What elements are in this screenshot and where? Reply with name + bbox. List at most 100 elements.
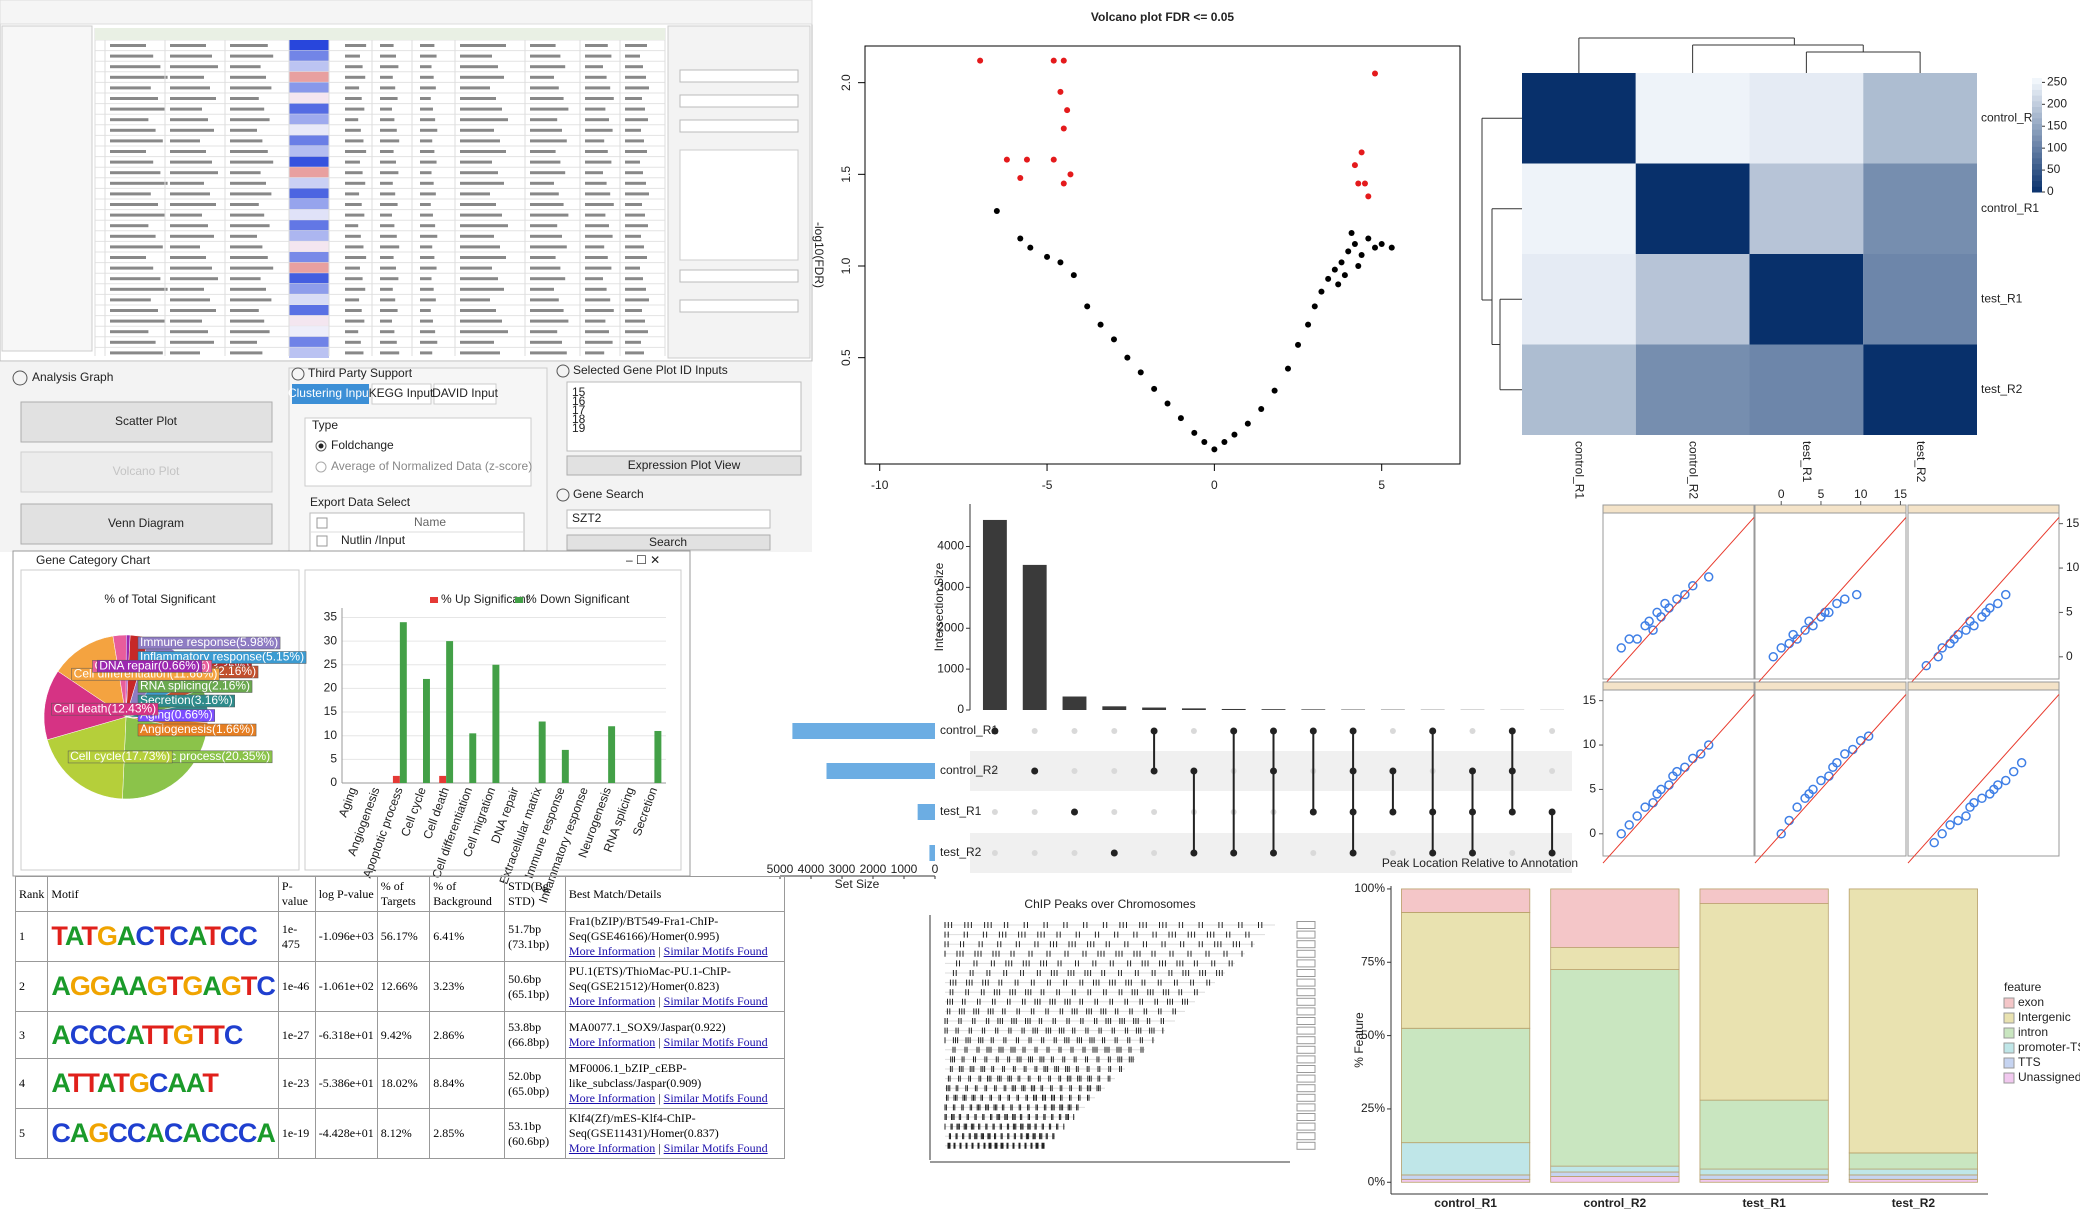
cell-text xyxy=(460,97,496,100)
button[interactable] xyxy=(20,401,273,443)
cell-text xyxy=(460,107,502,111)
motif-logo: AGGAAGTGAGTC xyxy=(47,961,279,1012)
cell-text xyxy=(345,181,366,185)
cell-text xyxy=(380,298,396,302)
best-match: Fra1(bZIP)/BT549-Fra1-ChIP-Seq(GSE46166)… xyxy=(564,911,786,962)
collapse-icon[interactable] xyxy=(291,367,305,381)
point xyxy=(1060,180,1067,187)
point xyxy=(1050,156,1057,163)
tab[interactable] xyxy=(371,383,432,405)
cell-text xyxy=(625,75,646,79)
button[interactable] xyxy=(20,451,273,493)
cell-text xyxy=(380,150,394,153)
cell-text xyxy=(380,266,396,270)
link[interactable]: More Information xyxy=(568,1091,656,1105)
bar-segment xyxy=(1848,1168,1978,1176)
link[interactable]: More Information xyxy=(568,1035,656,1049)
cell-text xyxy=(625,266,640,270)
y-tick-label: 1.0 xyxy=(839,257,853,274)
bar-segment xyxy=(1401,1142,1531,1176)
x-tick-label: 15 xyxy=(1894,487,1908,501)
checkbox[interactable] xyxy=(316,535,328,547)
cell-text xyxy=(530,54,561,58)
y-tick-label: 2.0 xyxy=(839,74,853,91)
heat-cell xyxy=(289,347,329,358)
bar xyxy=(1142,707,1167,710)
cell-text xyxy=(420,330,436,334)
window-controls[interactable]: – ☐ ✕ xyxy=(626,553,660,567)
cell-text xyxy=(420,277,432,281)
button[interactable] xyxy=(566,455,802,476)
link[interactable]: Similar Motifs Found xyxy=(663,1091,768,1105)
point xyxy=(1017,235,1024,242)
table-cell: 53.8bp (66.8bp) xyxy=(504,1011,566,1059)
field xyxy=(679,299,799,313)
point xyxy=(1305,321,1312,328)
link[interactable]: More Information xyxy=(568,994,656,1008)
match-text: Klf4(Zf)/mES-Klf4-ChIP-Seq(GSE11431)/Hom… xyxy=(568,1111,719,1140)
link[interactable]: More Information xyxy=(568,944,656,958)
heat-cell xyxy=(1635,254,1750,345)
link[interactable]: Similar Motifs Found xyxy=(663,994,768,1008)
collapse-icon[interactable] xyxy=(12,370,28,386)
table-cell: -1.061e+02 xyxy=(314,961,378,1012)
radio-dot xyxy=(318,443,324,449)
search-input[interactable] xyxy=(566,509,771,529)
cell-text xyxy=(345,44,367,47)
cell-text xyxy=(625,128,641,132)
id-list[interactable] xyxy=(566,381,802,452)
set-bar xyxy=(917,804,935,820)
motif-logo: TATGACTCATCC xyxy=(47,911,279,962)
bar-segment xyxy=(1550,1171,1680,1177)
y-tick-label: 4000 xyxy=(937,539,964,553)
link[interactable]: Similar Motifs Found xyxy=(663,1141,768,1155)
y-tick-label: 5 xyxy=(1589,782,1596,796)
heat-cell xyxy=(1749,73,1864,164)
cell-text xyxy=(420,139,433,143)
point xyxy=(1961,625,1971,635)
cell-text xyxy=(530,65,566,69)
link[interactable]: More Information xyxy=(568,1141,656,1155)
cell-text xyxy=(345,192,360,196)
cell-text xyxy=(585,128,613,132)
diagonal xyxy=(1907,517,2060,687)
cell-text xyxy=(420,160,437,164)
link[interactable]: Similar Motifs Found xyxy=(663,944,768,958)
cell-text xyxy=(230,65,261,69)
cell-text xyxy=(625,97,642,100)
chrom-tag xyxy=(1296,1113,1316,1121)
point xyxy=(1644,616,1654,627)
cell-text xyxy=(345,203,362,206)
legend-swatch xyxy=(430,597,438,603)
cell-text xyxy=(530,351,567,355)
tab-active[interactable] xyxy=(292,384,369,404)
bar xyxy=(1301,709,1326,710)
slice-label: DNA repair(0.66%) xyxy=(99,658,200,672)
cell-text xyxy=(380,256,394,259)
cell-text xyxy=(585,150,608,153)
button[interactable] xyxy=(20,503,273,545)
cell-text xyxy=(110,97,158,100)
cell-text xyxy=(460,309,496,312)
cell-text xyxy=(110,234,156,238)
cell-text xyxy=(345,86,360,90)
match-text: MA0077.1_SOX9/Jaspar(0.922) xyxy=(568,1020,726,1034)
cell-text xyxy=(625,234,641,238)
cell-text xyxy=(460,330,508,334)
column-label: test_R2 xyxy=(1914,441,1928,483)
cell-text xyxy=(585,139,605,143)
heat-cell xyxy=(1863,73,1977,164)
collapse-icon[interactable] xyxy=(556,488,570,502)
point xyxy=(1124,354,1131,361)
tab[interactable] xyxy=(433,383,497,405)
empty-dot xyxy=(1031,728,1038,734)
link[interactable]: Similar Motifs Found xyxy=(663,1035,768,1049)
heat-cell xyxy=(289,273,329,284)
collapse-icon[interactable] xyxy=(556,364,570,378)
column-header: Best Match/Details xyxy=(564,876,786,912)
point xyxy=(1345,248,1352,255)
radio[interactable] xyxy=(315,461,327,473)
cell-text xyxy=(585,213,606,217)
button[interactable] xyxy=(566,534,771,551)
checkbox[interactable] xyxy=(316,517,328,529)
